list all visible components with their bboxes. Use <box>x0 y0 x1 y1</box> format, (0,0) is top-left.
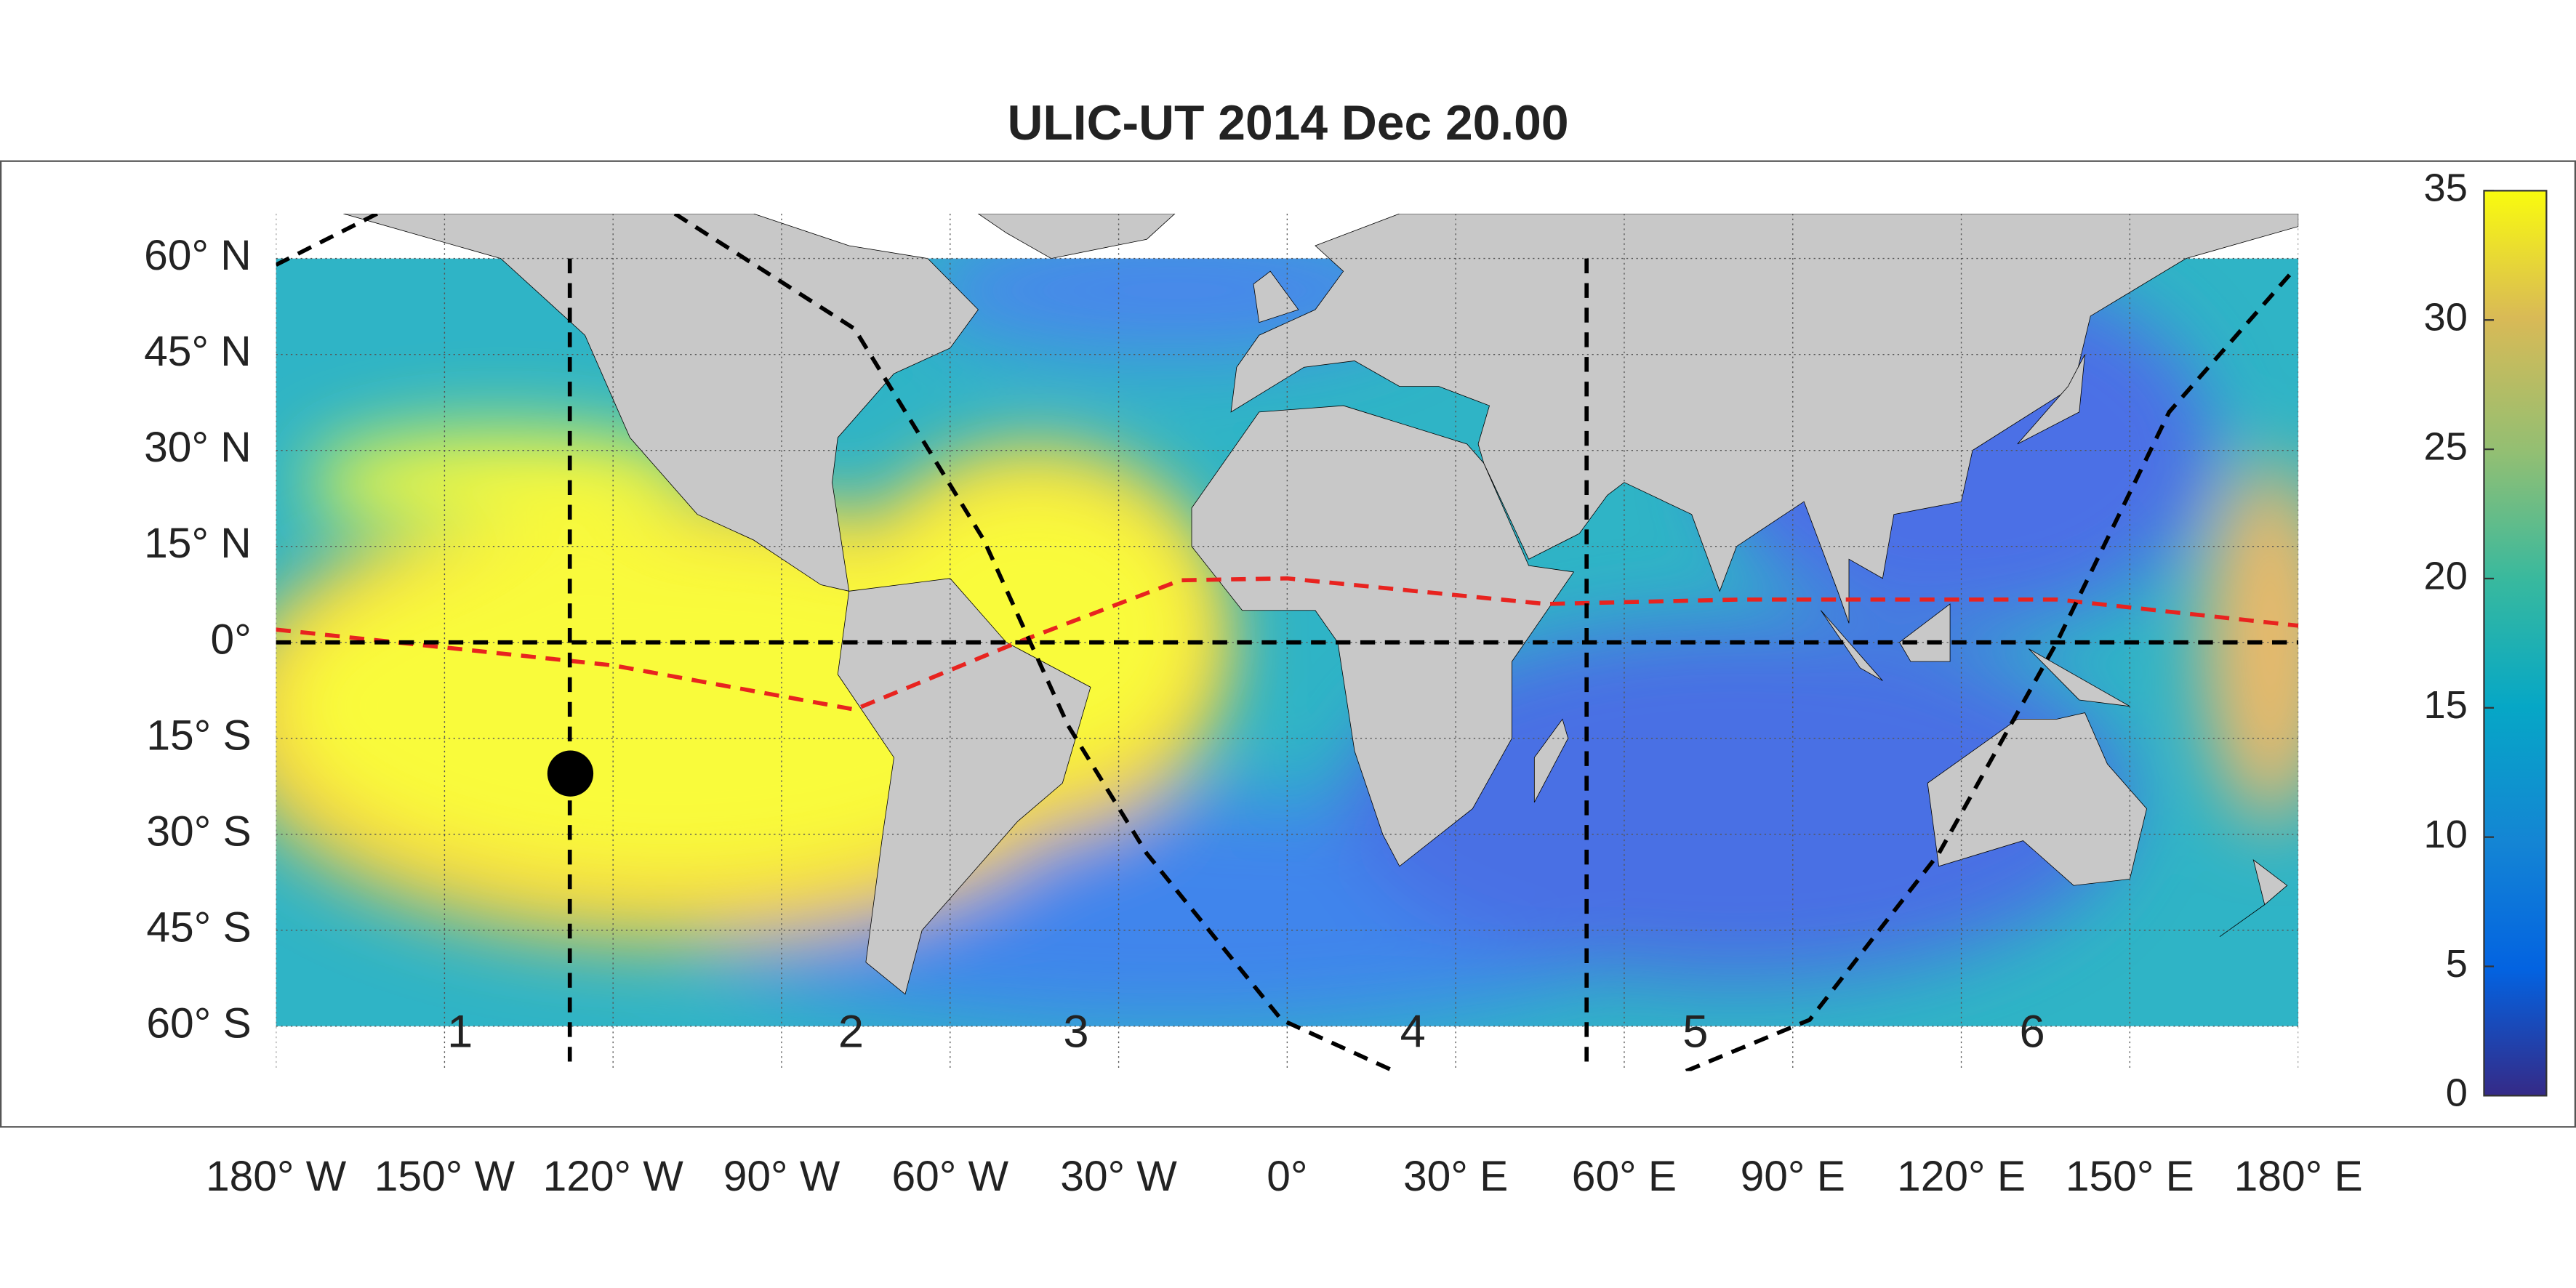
colorbar-tick-label: 35 <box>2424 166 2468 210</box>
colorbar-tick-label: 0 <box>2446 1071 2468 1115</box>
dashed-line <box>276 213 378 267</box>
dashed-line <box>276 576 2299 712</box>
lat-tick-label: 15° N <box>144 520 252 567</box>
colorbar <box>2483 190 2548 1097</box>
region-label: 1 <box>447 1006 473 1057</box>
lon-tick-label: 90° E <box>1741 1153 1845 1200</box>
colorbar-tick-label: 20 <box>2424 554 2468 597</box>
region-label: 5 <box>1682 1006 1708 1057</box>
lat-tick-label: 15° S <box>146 712 251 759</box>
lon-tick-label: 0° <box>1267 1153 1307 1200</box>
title: ULIC-UT 2014 Dec 20.00 <box>1007 96 1568 150</box>
region-label: 6 <box>2019 1006 2045 1057</box>
lat-tick-label: 60° S <box>146 999 251 1047</box>
lat-tick-label: 45° N <box>144 328 252 375</box>
region-label: 2 <box>838 1006 864 1057</box>
lon-tick-label: 90° W <box>723 1153 840 1200</box>
lat-tick-label: 30° S <box>146 808 251 855</box>
lon-tick-label: 30° E <box>1403 1153 1508 1200</box>
colorbar-tick-label: 30 <box>2424 296 2468 339</box>
lon-tick-label: 180° E <box>2234 1153 2363 1200</box>
region-label: 3 <box>1063 1006 1088 1057</box>
lon-tick-label: 60° E <box>1572 1153 1677 1200</box>
lat-tick-label: 45° S <box>146 903 251 951</box>
lat-tick-label: 0° <box>211 616 252 663</box>
lon-tick-label: 150° E <box>2066 1153 2194 1200</box>
lon-tick-label: 120° E <box>1897 1153 2026 1200</box>
lon-tick-label: 120° W <box>543 1153 684 1200</box>
location-marker <box>547 750 594 797</box>
region-label: 4 <box>1400 1006 1426 1057</box>
colorbar-tick-label: 5 <box>2446 942 2468 986</box>
colorbar-tick-label: 10 <box>2424 813 2468 856</box>
field-layer <box>276 213 2299 1071</box>
colorbar-tick-label: 25 <box>2424 424 2468 468</box>
frame <box>0 160 2576 1128</box>
map-area <box>276 213 2299 1071</box>
lat-tick-label: 60° N <box>144 232 252 279</box>
colorbar-tick-label: 15 <box>2424 683 2468 727</box>
lon-tick-label: 30° W <box>1060 1153 1177 1200</box>
lon-tick-label: 180° W <box>206 1153 347 1200</box>
lon-tick-label: 60° W <box>891 1153 1008 1200</box>
lon-tick-label: 150° W <box>374 1153 515 1200</box>
lat-tick-label: 30° N <box>144 424 252 471</box>
dashed-line <box>1685 270 2295 1071</box>
